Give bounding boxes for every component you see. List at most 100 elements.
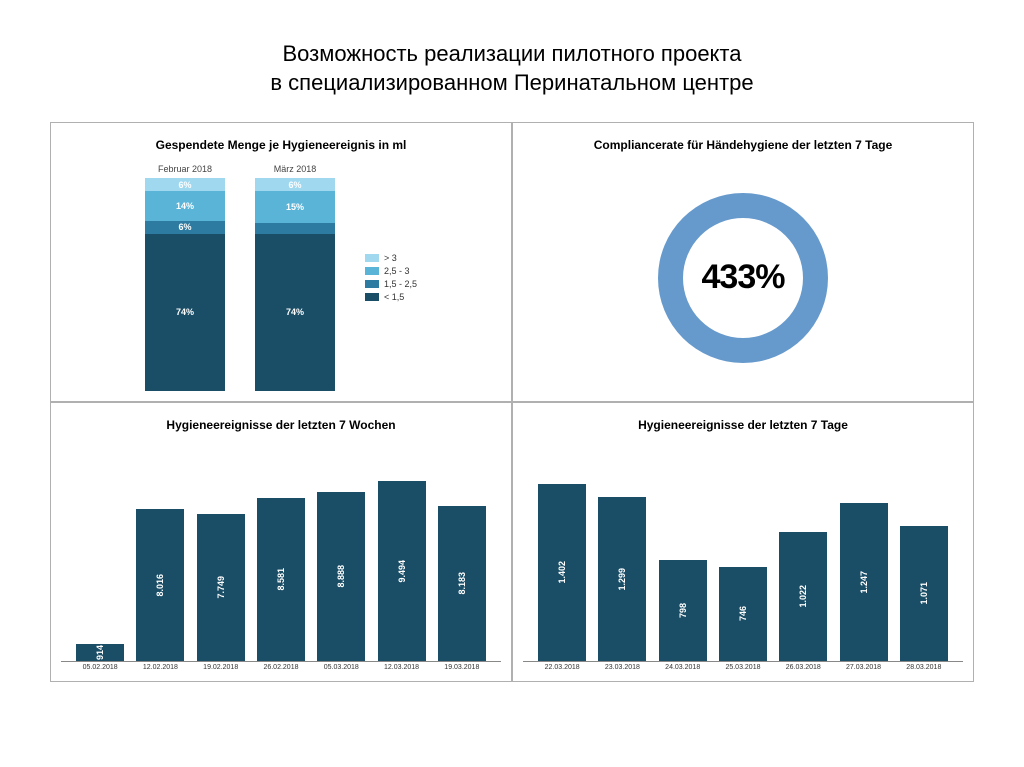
bar-column: 8.581 (257, 498, 305, 661)
page-title: Возможность реализации пилотного проекта… (0, 0, 1024, 122)
stacked-bar: 6%14%6%74% (145, 178, 225, 391)
bar-xlabel: 19.02.2018 (197, 664, 245, 671)
panel-title-q2: Compliancerate für Händehygiene der letz… (523, 138, 963, 152)
bar-xlabel: 12.02.2018 (136, 664, 184, 671)
donut-value: 433% (683, 218, 803, 338)
stacked-segment (255, 223, 335, 234)
stacked-segment: 15% (255, 191, 335, 223)
bar-value: 7.749 (216, 576, 226, 599)
stacked-column: Februar 20186%14%6%74% (145, 164, 225, 391)
bar-column: 8.888 (317, 492, 365, 661)
legend-swatch (365, 267, 379, 275)
bar-xlabel: 19.03.2018 (438, 664, 486, 671)
bar-column: 1.022 (779, 532, 827, 661)
bar-xlabel: 22.03.2018 (538, 664, 586, 671)
donut-wrap: 433% (523, 164, 963, 391)
bar-value: 8.581 (276, 568, 286, 591)
legend-swatch (365, 280, 379, 288)
bar-xlabel: 26.03.2018 (779, 664, 827, 671)
bar-value: 1.071 (919, 582, 929, 605)
bar-xlabel: 24.03.2018 (659, 664, 707, 671)
bar-value: 8.183 (457, 572, 467, 595)
stacked-bar: 6%15% 74% (255, 178, 335, 391)
panel-bar-weeks: Hygieneereignisse der letzten 7 Wochen 9… (50, 402, 512, 682)
bar: 746 (719, 567, 767, 661)
bar-xlabel: 12.03.2018 (377, 664, 425, 671)
bar-value: 746 (738, 606, 748, 621)
panel-donut: Compliancerate für Händehygiene der letz… (512, 122, 974, 402)
bar: 798 (659, 560, 707, 661)
panel-title-q3: Hygieneereignisse der letzten 7 Wochen (61, 418, 501, 432)
stacked-segment: 74% (255, 234, 335, 392)
legend-swatch (365, 293, 379, 301)
bar-value: 798 (678, 603, 688, 618)
panel-bar-days: Hygieneereignisse der letzten 7 Tage 1.4… (512, 402, 974, 682)
bar-column: 1.071 (900, 526, 948, 662)
legend-row: < 1,5 (365, 292, 417, 302)
stacked-segment: 6% (145, 178, 225, 191)
legend-swatch (365, 254, 379, 262)
stacked-segment: 74% (145, 234, 225, 392)
bar: 7.749 (197, 514, 245, 661)
bar-value: 1.247 (859, 571, 869, 594)
stacked-segment: 6% (145, 221, 225, 234)
barchart-weeks: 914 8.016 7.749 8.581 8.888 9.494 8.183 (61, 444, 501, 662)
bar-column: 8.016 (136, 509, 184, 661)
bar-value: 1.402 (557, 561, 567, 584)
legend-label: 1,5 - 2,5 (384, 279, 417, 289)
stacked-segment: 14% (145, 191, 225, 221)
stacked-column: März 20186%15%74% (255, 164, 335, 391)
barchart-days-xlabels: 22.03.2018 23.03.2018 24.03.2018 25.03.2018… (523, 664, 963, 671)
bar: 9.494 (378, 481, 426, 661)
stacked-legend: > 3 2,5 - 3 1,5 - 2,5 < 1,5 (365, 164, 417, 391)
bar-column: 798 (659, 560, 707, 661)
bar-value: 914 (95, 645, 105, 660)
bar-xlabel: 05.02.2018 (76, 664, 124, 671)
bar-xlabel: 23.03.2018 (598, 664, 646, 671)
bar: 8.016 (136, 509, 184, 661)
legend-label: 2,5 - 3 (384, 266, 410, 276)
donut-ring: 433% (658, 193, 828, 363)
barchart-weeks-xlabels: 05.02.2018 12.02.2018 19.02.2018 26.02.2018… (61, 664, 501, 671)
bar-value: 9.494 (397, 560, 407, 583)
bar-value: 8.016 (155, 574, 165, 597)
panel-title-q4: Hygieneereignisse der letzten 7 Tage (523, 418, 963, 432)
bar: 8.183 (438, 506, 486, 661)
bar: 1.022 (779, 532, 827, 661)
bar: 8.888 (317, 492, 365, 661)
bar-value: 1.022 (798, 585, 808, 608)
bar-column: 746 (719, 567, 767, 661)
legend-row: 2,5 - 3 (365, 266, 417, 276)
bar-column: 8.183 (438, 506, 486, 661)
bar-xlabel: 28.03.2018 (900, 664, 948, 671)
bar-xlabel: 05.03.2018 (317, 664, 365, 671)
bar-xlabel: 26.02.2018 (257, 664, 305, 671)
legend-row: 1,5 - 2,5 (365, 279, 417, 289)
dashboard-grid: Gespendete Menge je Hygieneereignis in m… (0, 122, 1024, 682)
bar: 914 (76, 644, 124, 661)
bar-xlabel: 25.03.2018 (719, 664, 767, 671)
title-line-2: в специализированном Перинатальном центр… (270, 70, 753, 95)
panel-stacked-bar: Gespendete Menge je Hygieneereignis in m… (50, 122, 512, 402)
bar: 1.247 (840, 503, 888, 661)
stacked-bars-area: Februar 20186%14%6%74%März 20186%15%74% (145, 164, 335, 391)
bar-column: 9.494 (377, 481, 425, 661)
bar: 1.402 (538, 484, 586, 662)
bar: 1.299 (598, 497, 646, 662)
bar: 8.581 (257, 498, 305, 661)
bar-value: 1.299 (617, 568, 627, 591)
bar: 1.071 (900, 526, 948, 662)
bar-column: 7.749 (197, 514, 245, 661)
stacked-chart: Februar 20186%14%6%74%März 20186%15%74% … (61, 164, 501, 391)
legend-row: > 3 (365, 253, 417, 263)
title-line-1: Возможность реализации пилотного проекта (282, 41, 741, 66)
legend-label: > 3 (384, 253, 397, 263)
bar-xlabel: 27.03.2018 (839, 664, 887, 671)
stacked-column-label: Februar 2018 (158, 164, 212, 174)
bar-column: 1.402 (538, 484, 586, 662)
bar-value: 8.888 (336, 565, 346, 588)
legend-label: < 1,5 (384, 292, 404, 302)
bar-column: 914 (76, 644, 124, 661)
bar-column: 1.299 (598, 497, 646, 662)
stacked-segment: 6% (255, 178, 335, 191)
